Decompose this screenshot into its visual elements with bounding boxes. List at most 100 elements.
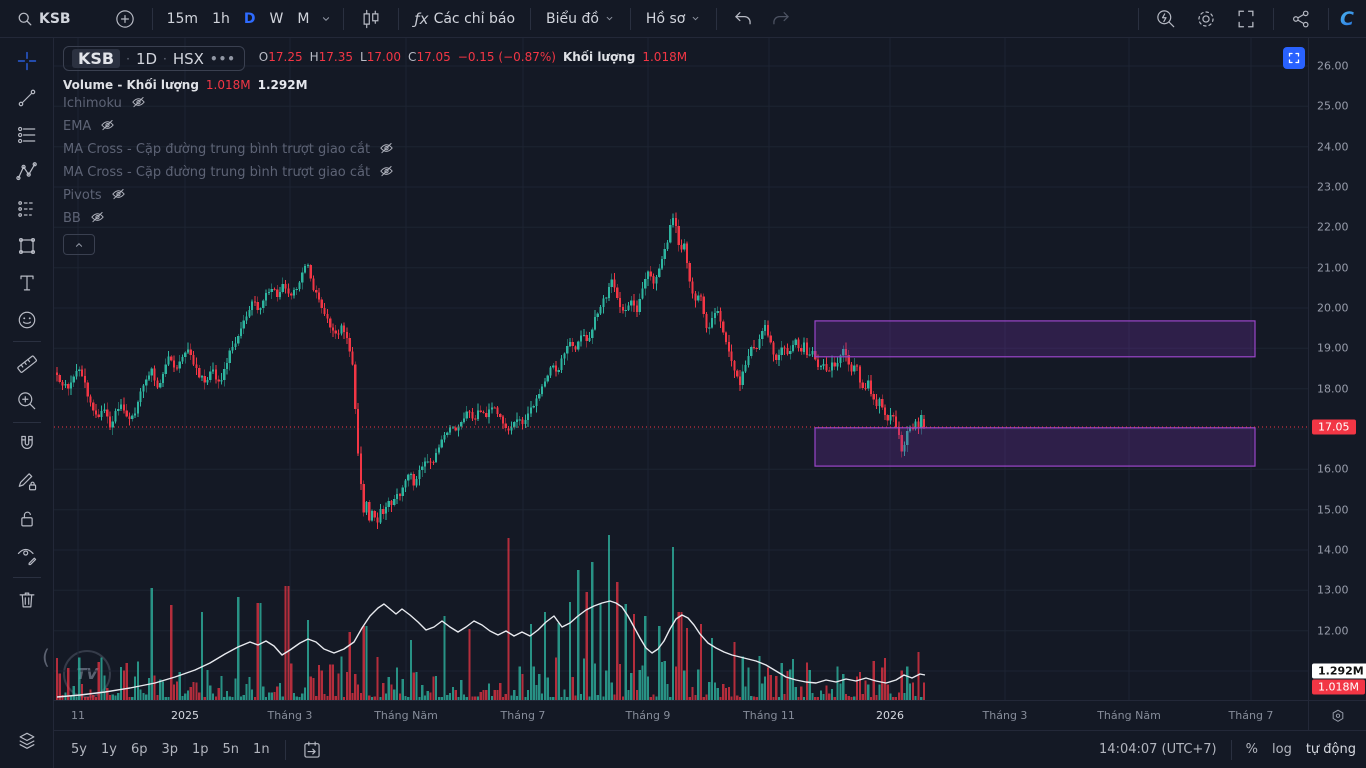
hide-drawings-tool[interactable] [8, 537, 46, 574]
indicator-row[interactable]: MA Cross - Cặp đường trung bình trượt gi… [63, 161, 687, 184]
fib-retracement-tool[interactable] [8, 116, 46, 153]
indicators-label: Các chỉ báo [433, 10, 516, 27]
eye-slash-icon[interactable] [89, 210, 106, 227]
legend-more-button[interactable]: ••• [209, 51, 236, 66]
ruler-tool[interactable] [8, 345, 46, 382]
chevron-down-icon [320, 13, 332, 25]
range-1n-button[interactable]: 1n [253, 742, 270, 757]
legend-collapse-button[interactable] [63, 234, 95, 255]
time-tick-label: Tháng Năm [374, 709, 438, 722]
volume-indicator-value: 1.018M [205, 78, 251, 92]
symbol-search-button[interactable]: KSB [8, 5, 79, 33]
eye-slash-icon[interactable] [110, 187, 127, 204]
settings-button[interactable] [1186, 5, 1226, 33]
open-value: 17.25 [268, 50, 303, 64]
legend-interval[interactable]: 1D [135, 49, 158, 68]
chart-menu-button[interactable]: Biểu đồ [538, 5, 623, 33]
eye-slash-icon[interactable] [378, 164, 395, 181]
price-tick-label: 15.00 [1317, 503, 1349, 517]
drawing-toolbar [0, 38, 54, 768]
auto-scale-button[interactable]: tự động [1305, 742, 1356, 757]
price-tick-label: 14.00 [1317, 543, 1349, 557]
remove-drawings-tool[interactable] [8, 581, 46, 618]
chevron-down-icon [604, 13, 615, 24]
maximize-pane-button[interactable] [1283, 47, 1305, 69]
time-axis[interactable]: 11 2025 Tháng 3 Tháng Năm Tháng 7 Tháng 9 Thán… [54, 700, 1308, 730]
chart-type-button[interactable] [351, 5, 391, 33]
price-axis[interactable]: 26.00 25.00 24.00 23.00 22.00 21.00 20.00 19.00… [1308, 38, 1366, 700]
range-3p-button[interactable]: 3p [161, 742, 178, 757]
indicator-name: MA Cross - Cặp đường trung bình trượt gi… [63, 165, 371, 180]
legend-exchange[interactable]: HSX [172, 49, 204, 68]
axis-settings-corner[interactable] [1308, 700, 1366, 730]
share-button[interactable] [1281, 5, 1321, 33]
indicators-button[interactable]: ƒx Các chỉ báo [406, 5, 523, 33]
toolbar-collapse-handle[interactable]: ( [42, 645, 50, 669]
broker-logo[interactable]: C [1336, 8, 1358, 30]
indicator-name: Ichimoku [63, 96, 122, 111]
symbol-legend[interactable]: KSB · 1D · HSX ••• [63, 46, 245, 71]
fullscreen-button[interactable] [1226, 5, 1266, 33]
legend-symbol[interactable]: KSB [72, 49, 121, 68]
timeframe-M[interactable]: M [297, 10, 310, 27]
price-pane[interactable]: TV [54, 38, 1308, 700]
indicator-row[interactable]: BB [63, 207, 687, 230]
zoom-in-tool[interactable] [8, 382, 46, 419]
volume-label: Khối lượng [562, 50, 636, 64]
hide-drawings-icon [15, 544, 39, 568]
object-tree-tool[interactable] [8, 722, 46, 759]
text-tool[interactable] [8, 264, 46, 301]
gear-icon [1194, 7, 1218, 31]
xabcd-pattern-tool[interactable] [8, 153, 46, 190]
range-6p-button[interactable]: 6p [130, 742, 148, 757]
price-chart[interactable] [54, 38, 1308, 700]
eye-slash-icon[interactable] [99, 118, 116, 135]
range-5y-button[interactable]: 5y [71, 742, 87, 757]
time-tick-label: 11 [71, 709, 85, 722]
range-1p-button[interactable]: 1p [192, 742, 209, 757]
go-to-date-button[interactable] [294, 737, 330, 763]
close-value: 17.05 [416, 50, 451, 64]
toolbar-divider [716, 7, 718, 30]
crosshair-tool[interactable] [8, 42, 46, 79]
rectangle-tool[interactable] [8, 227, 46, 264]
eye-slash-icon[interactable] [378, 141, 395, 158]
ohlc-values: O17.25 H17.35 L17.00 C17.05 −0.15 (−0.87… [258, 50, 688, 64]
add-symbol-button[interactable] [105, 5, 145, 33]
eye-slash-icon[interactable] [130, 95, 147, 112]
timeframe-menu-button[interactable] [316, 5, 336, 33]
elliott-wave-tool[interactable] [8, 190, 46, 227]
timeframe-W[interactable]: W [269, 10, 284, 27]
volume-indicator-row[interactable]: Volume - Khối lượng 1.018M 1.292M [63, 78, 687, 92]
range-1y-button[interactable]: 1y [100, 742, 117, 757]
timeframe-D[interactable]: D [243, 10, 256, 27]
profile-menu-button[interactable]: Hồ sơ [638, 5, 709, 33]
volume-indicator-title: Volume - Khối lượng [63, 78, 199, 92]
undo-button[interactable] [724, 5, 762, 33]
indicator-row[interactable]: EMA [63, 115, 687, 138]
clock-display[interactable]: 14:04:07 (UTC+7) [1099, 742, 1217, 757]
volume-value: 1.018M [642, 50, 688, 64]
xabcd-pattern-icon [15, 160, 39, 184]
range-5n-button[interactable]: 5n [222, 742, 240, 757]
timeframe-15m[interactable]: 15m [166, 10, 199, 27]
indicator-row[interactable]: MA Cross - Cặp đường trung bình trượt gi… [63, 138, 687, 161]
fullscreen-icon [1234, 7, 1258, 31]
log-scale-button[interactable]: log [1272, 742, 1292, 757]
lock-all-tool[interactable] [8, 500, 46, 537]
quick-search-button[interactable] [1146, 5, 1186, 33]
chevron-down-icon [690, 13, 701, 24]
draw-lock-tool[interactable] [8, 463, 46, 500]
percent-scale-button[interactable]: % [1245, 742, 1258, 757]
timeframe-1h[interactable]: 1h [212, 10, 230, 27]
redo-button[interactable] [762, 5, 800, 33]
emoji-tool[interactable] [8, 301, 46, 338]
trend-line-icon [15, 86, 39, 110]
legend: KSB · 1D · HSX ••• O17.25 H17.35 L17.00 … [63, 46, 687, 255]
indicator-row[interactable]: Pivots [63, 184, 687, 207]
indicator-row[interactable]: Ichimoku [63, 92, 687, 115]
trend-line-tool[interactable] [8, 79, 46, 116]
time-tick-label: Tháng 11 [743, 709, 795, 722]
magnet-tool[interactable] [8, 426, 46, 463]
